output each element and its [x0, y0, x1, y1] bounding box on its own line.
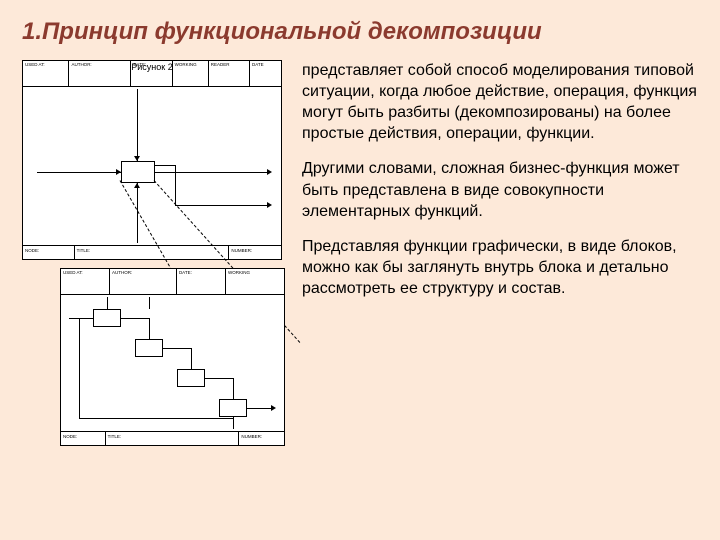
arrow-line [107, 297, 108, 309]
header-cell: WORKING [226, 269, 284, 294]
footer-cell: NODE: [61, 432, 106, 445]
header-cell: READER [209, 61, 250, 86]
arrow-feedback [79, 318, 80, 418]
arrow-line [233, 417, 234, 429]
arrowhead-icon [267, 202, 272, 208]
idef0-box [219, 399, 247, 417]
footer-cell: NUMBER: [239, 432, 284, 445]
idef0-box [135, 339, 163, 357]
arrow-feedback [79, 418, 233, 419]
arrow-line [121, 318, 149, 319]
header-cell: USED AT: [61, 269, 110, 294]
paragraph: Представляя функции графически, в виде б… [302, 236, 698, 299]
arrow-line [163, 348, 191, 349]
diagram-body [23, 87, 281, 245]
arrow-line [233, 378, 234, 399]
arrow-line [247, 408, 271, 409]
header-cell: AUTHOR: [69, 61, 131, 86]
header-cell: USED AT: [23, 61, 69, 86]
arrowhead-icon [271, 405, 276, 411]
frame-header: USED AT: AUTHOR: DATE: WORKING [61, 269, 284, 295]
arrowhead-icon [134, 156, 140, 161]
diagram-decomposition: USED AT: AUTHOR: DATE: WORKING [60, 268, 285, 446]
text-column: представляет собой способ моделирования … [302, 60, 698, 446]
arrowhead-icon [267, 169, 272, 175]
arrow-line [191, 348, 192, 369]
arrowhead-icon [116, 169, 121, 175]
footer-cell: NODE: [23, 246, 75, 259]
arrow-line [149, 318, 150, 339]
diagram-column: Рисунок 2 USED AT: AUTHOR: DATE: WORKING… [22, 60, 292, 446]
header-cell: DATE: [177, 269, 226, 294]
idef0-box [177, 369, 205, 387]
paragraph: представляет собой способ моделирования … [302, 60, 698, 144]
diagram-top-level: Рисунок 2 USED AT: AUTHOR: DATE: WORKING… [22, 60, 282, 260]
arrowhead-icon [134, 183, 140, 188]
idef0-box [93, 309, 121, 327]
footer-cell: TITLE: [106, 432, 240, 445]
footer-cell: TITLE: [75, 246, 230, 259]
diagram-caption: Рисунок 2 [131, 61, 172, 72]
header-cell: AUTHOR: [110, 269, 177, 294]
content-row: Рисунок 2 USED AT: AUTHOR: DATE: WORKING… [0, 46, 720, 446]
frame-footer: NODE: TITLE: NUMBER: [23, 245, 281, 259]
paragraph: Другими словами, сложная бизнес-функция … [302, 158, 698, 221]
arrow-control [137, 89, 138, 161]
page-title: 1.Принцип функциональной декомпозиции [0, 0, 720, 46]
arrow-branch [155, 165, 175, 166]
arrow-line [149, 297, 150, 309]
footer-cell: NUMBER: [229, 246, 281, 259]
header-cell: WORKING [173, 61, 209, 86]
arrow-output [155, 172, 267, 173]
header-cell: DATE [250, 61, 281, 86]
idef0-box [121, 161, 155, 183]
diagram-body [61, 295, 284, 431]
arrow-input [37, 172, 121, 173]
frame-footer: NODE: TITLE: NUMBER: [61, 431, 284, 445]
arrow-line [205, 378, 233, 379]
arrow-line [69, 318, 93, 319]
arrow-branch [175, 205, 267, 206]
arrow-branch [175, 165, 176, 205]
